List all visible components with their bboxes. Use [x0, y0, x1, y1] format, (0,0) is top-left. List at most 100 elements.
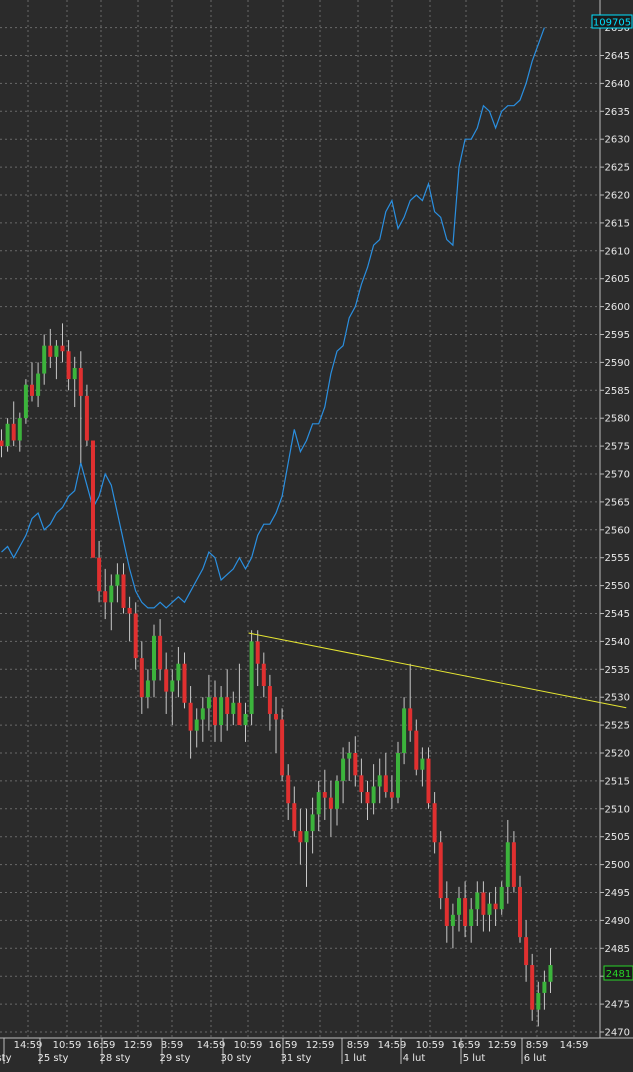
candle [371, 764, 376, 815]
candle [457, 886, 461, 932]
y-tick-label: 2500 [605, 860, 630, 871]
candle-body [457, 898, 461, 915]
candle-body [274, 713, 278, 720]
candle-body [359, 775, 364, 793]
candles [0, 323, 553, 1027]
candle [377, 758, 382, 804]
candle [499, 881, 504, 915]
candle [365, 780, 370, 820]
y-tick-label: 2515 [605, 776, 630, 787]
candle [91, 440, 95, 558]
candle [249, 630, 254, 726]
candle [426, 747, 431, 809]
candle [322, 769, 327, 820]
candle-body [231, 702, 236, 714]
candle [328, 780, 333, 837]
x-date-label: 31 sty [281, 1053, 312, 1064]
candle-body [78, 367, 83, 396]
candle [0, 429, 4, 458]
candle [133, 602, 138, 670]
candle-body [109, 585, 114, 603]
y-tick-label: 2640 [605, 79, 630, 90]
candle-body [176, 663, 181, 681]
candle-body [84, 395, 89, 441]
y-tick-label: 2585 [605, 386, 630, 397]
candle [475, 881, 480, 926]
x-time-label: 14:59 [378, 1040, 407, 1051]
candle-body [200, 708, 205, 720]
candle [188, 686, 193, 759]
candle [444, 881, 449, 943]
y-tick-label: 2615 [605, 218, 630, 229]
y-tick-label: 2495 [605, 888, 630, 899]
candle [316, 780, 321, 832]
candle-body [91, 440, 95, 558]
y-tick-label: 2540 [605, 637, 630, 648]
candle-body [225, 697, 230, 714]
y-tick-label: 2625 [605, 163, 630, 174]
x-date-label: 30 sty [221, 1053, 252, 1064]
candle [54, 340, 59, 380]
candle [60, 323, 65, 363]
y-tick-label: 2650 [605, 23, 630, 34]
x-time-label: 10:59 [234, 1040, 263, 1051]
candle-body [438, 842, 443, 899]
candle [298, 808, 303, 865]
candle-body [249, 641, 254, 714]
candle-body [511, 842, 516, 887]
candle-body [493, 903, 498, 910]
candle [145, 669, 150, 709]
last-price-box [603, 965, 633, 981]
candle-body [36, 373, 41, 396]
candle-body [127, 607, 132, 614]
candle-body [188, 702, 193, 731]
candle [524, 920, 529, 982]
candle [420, 747, 425, 787]
x-date-label: 4 lut [403, 1053, 426, 1064]
y-tick-label: 2545 [605, 609, 630, 620]
y-axis: 2470247524802485249024952500250525102515… [599, 0, 630, 1039]
candle-body [170, 680, 175, 692]
x-date-label: 5 lut [463, 1053, 486, 1064]
candle [72, 356, 77, 408]
candle-body [518, 886, 522, 938]
candle [84, 384, 89, 447]
candle-body [145, 680, 150, 698]
candle [237, 663, 242, 726]
candle-body [0, 440, 4, 447]
candle-body [310, 814, 315, 832]
candle-body [48, 345, 53, 357]
candle-body [133, 613, 138, 659]
trendline-group [248, 632, 627, 709]
candle-body [450, 914, 455, 926]
candle [493, 886, 498, 926]
candle-body [353, 753, 358, 776]
candle [511, 831, 516, 893]
candle [152, 624, 156, 698]
candle-body [536, 992, 541, 1010]
candle-body [444, 898, 449, 926]
candle [414, 719, 419, 776]
candle-body [237, 702, 242, 726]
candle [158, 619, 163, 681]
candle [206, 674, 211, 731]
candle [97, 540, 102, 603]
y-tick-label: 2620 [605, 191, 630, 202]
candle [402, 697, 407, 765]
y-tick-label: 2570 [605, 470, 630, 481]
candle-body [298, 831, 303, 843]
candle-body [383, 775, 388, 793]
candle [121, 563, 126, 614]
candle [176, 646, 181, 698]
y-tick-label: 2560 [605, 525, 630, 536]
y-tick-label: 2610 [605, 246, 630, 257]
candle [353, 736, 358, 787]
last-price-label: 2481 [606, 969, 631, 980]
candle [42, 334, 47, 385]
overlay-value-badge: 109705 [591, 14, 633, 29]
candle-body [30, 384, 34, 396]
candle [347, 741, 352, 781]
